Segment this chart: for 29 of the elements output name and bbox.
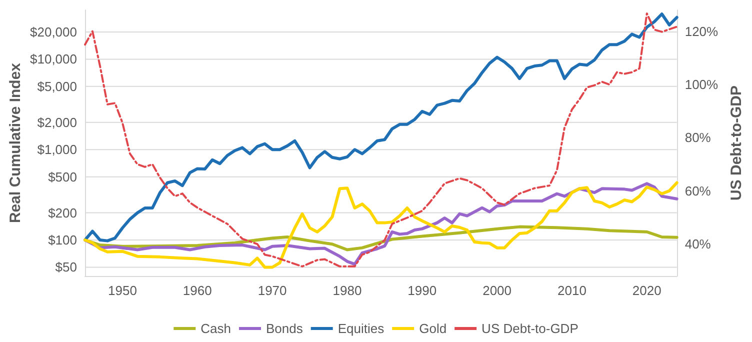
x-tick-label: 1980 bbox=[332, 283, 362, 298]
x-tick-label: 2000 bbox=[482, 283, 512, 298]
x-tick-label: 1950 bbox=[108, 283, 137, 298]
x-tick-label: 2020 bbox=[632, 283, 662, 298]
legend-label: US Debt-to-GDP bbox=[482, 321, 578, 336]
y-tick-label: $1,000 bbox=[37, 142, 77, 158]
y2-tick-label: 60% bbox=[684, 183, 712, 198]
y2-tick-label: 120% bbox=[684, 24, 719, 39]
y-tick-label: $20,000 bbox=[30, 24, 77, 40]
x-tick-label: 2010 bbox=[558, 283, 586, 298]
y-tick-label: $10,000 bbox=[30, 52, 77, 67]
y-axis-title: Real Cumulative Index bbox=[7, 62, 24, 224]
x-tick-label: 1990 bbox=[408, 283, 437, 298]
y-tick-label: $200 bbox=[48, 205, 77, 220]
y-tick-label: $2,000 bbox=[37, 114, 77, 130]
y2-tick-label: 80% bbox=[684, 130, 712, 146]
x-tick-label: 1970 bbox=[258, 283, 287, 298]
y-tick-label: $50 bbox=[55, 260, 77, 275]
y2-axis-title: US Debt-to-GDP bbox=[728, 86, 745, 200]
y2-tick-label: 40% bbox=[684, 236, 712, 252]
legend-label: Bonds bbox=[266, 321, 304, 336]
y-tick-label: $5,000 bbox=[37, 78, 77, 94]
legend-label: Cash bbox=[200, 321, 231, 336]
legend-label: Equities bbox=[338, 321, 385, 336]
y-tick-label: $500 bbox=[48, 169, 77, 184]
x-tick-label: 1960 bbox=[182, 283, 212, 298]
y-tick-label: $100 bbox=[48, 232, 77, 248]
y2-tick-label: 100% bbox=[684, 76, 719, 92]
legend-label: Gold bbox=[419, 321, 447, 336]
